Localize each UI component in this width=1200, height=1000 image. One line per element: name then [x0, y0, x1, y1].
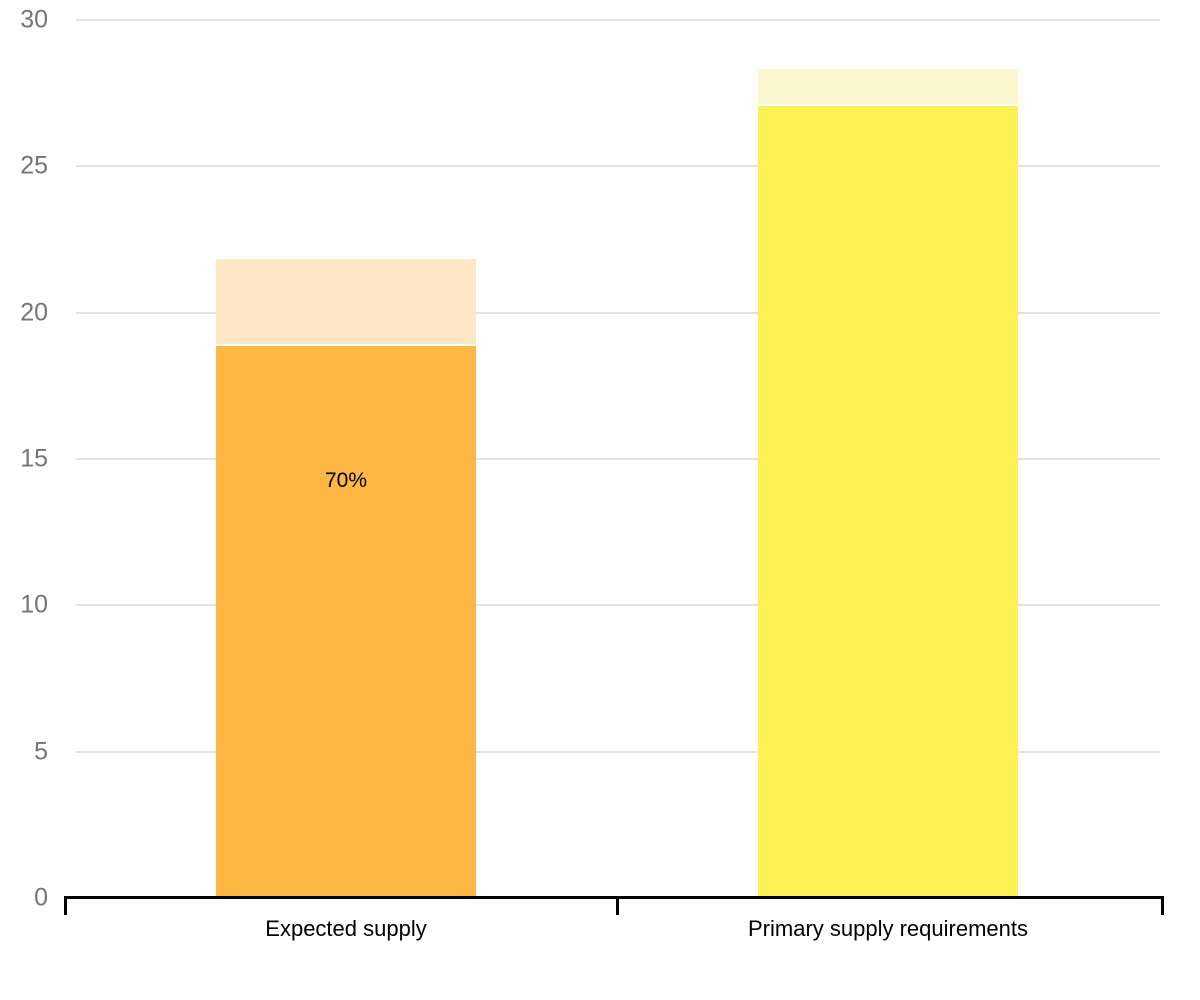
- x-category-label-expected-supply: Expected supply: [265, 916, 427, 941]
- gridline-5: [76, 750, 1160, 753]
- x-axis-tick-mark-1: [616, 896, 619, 915]
- bar-primary-supply-requirements-segment-0: [758, 106, 1018, 896]
- x-category-label-primary-supply-requirements: Primary supply requirements: [748, 916, 1028, 941]
- bar-segment-label: 70%: [324, 468, 368, 492]
- bar-expected-supply-segment-1: [216, 259, 476, 344]
- gridline-15: [76, 458, 1160, 460]
- y-axis-tick-label-5: 5: [34, 737, 48, 766]
- y-axis-tick-label-0: 0: [34, 883, 48, 912]
- gridline-30: [76, 19, 1160, 21]
- x-axis-line: [64, 896, 1163, 899]
- y-axis-tick-label-15: 15: [20, 444, 48, 473]
- y-axis-tick-label-30: 30: [20, 5, 48, 34]
- bar-expected-supply-segment-0: 70%: [216, 346, 476, 896]
- y-axis-tick-label-25: 25: [20, 151, 48, 180]
- bar-primary-supply-requirements-segment-1: [758, 69, 1018, 104]
- gridline-20: [76, 311, 1160, 314]
- x-axis-tick-mark-2: [1161, 896, 1164, 915]
- gridline-25: [76, 165, 1160, 168]
- y-axis-tick-label-20: 20: [20, 298, 48, 327]
- y-axis-tick-label-10: 10: [20, 590, 48, 619]
- gridline-10: [76, 604, 1160, 607]
- x-axis-tick-mark-0: [64, 896, 67, 915]
